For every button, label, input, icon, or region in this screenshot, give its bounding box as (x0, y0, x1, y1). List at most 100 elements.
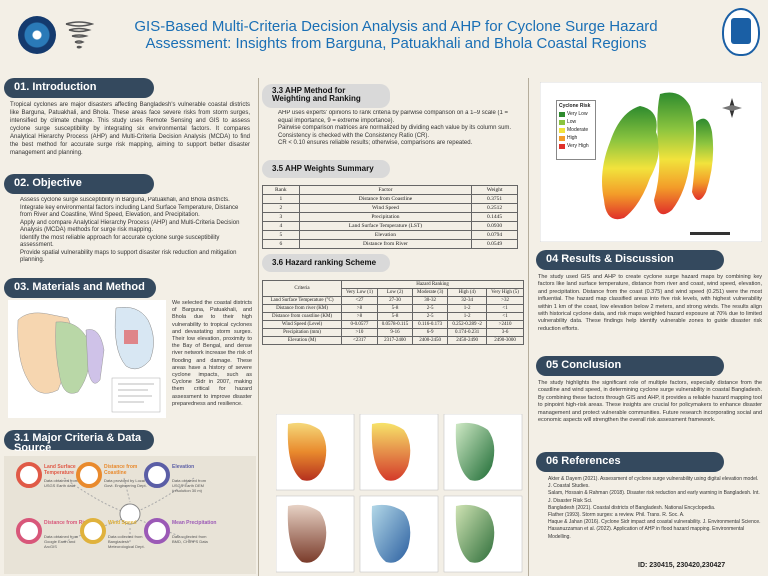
criteria-connector-lines (63, 477, 195, 543)
ahp-col-header: Weight (471, 185, 518, 195)
reference-item: Haque & Jahan (2016). Cyclone Sidr impac… (548, 519, 762, 526)
table-cell: Wind Speed (Level) (261, 320, 343, 329)
table-cell: 5 (262, 230, 300, 240)
materials-heading: 03. Materials and Method (4, 278, 156, 298)
table-cell: 0.116-0.173 (412, 320, 449, 329)
table-cell: <27 (341, 296, 378, 305)
factor-maps-grid (276, 414, 523, 573)
objective-heading: 02. Objective (4, 174, 154, 194)
title-line-2: Assessment: Insights from Barguna, Patua… (145, 35, 647, 52)
hazard-col-header: Low (2) (376, 288, 414, 297)
hazard-col-header: Very Low (1) (341, 288, 378, 297)
legend-row: Low (559, 119, 593, 125)
cyclone-logo-icon (18, 16, 56, 54)
conclusion-heading: 05 Conclusion (536, 356, 724, 376)
table-cell: Precipitation (298, 212, 473, 222)
table-cell: 4 (262, 221, 300, 231)
hazard-ranking-heading: 3.6 Hazard ranking Scheme (262, 254, 390, 272)
table-cell: Elevation (298, 230, 473, 240)
ahp-method-list: AHP uses experts' opinions to rank crite… (270, 110, 520, 156)
table-cell: >8 (341, 304, 378, 313)
title-line-1: GIS-Based Multi-Criteria Decision Analys… (134, 18, 658, 35)
results-body: The study used GIS and AHP to create cyc… (538, 274, 762, 332)
table-cell: 2 (262, 203, 300, 213)
table-row: 6 Distance from River 0.0549 (262, 239, 518, 249)
objective-item: Identify the most reliable approach for … (20, 235, 248, 250)
criteria-diagram: Land Surface Temperature Data obtained fr… (4, 456, 256, 574)
criteria-source: Data provided by Local Govt. Engineering… (104, 478, 147, 488)
ahp-method-item: AHP uses experts' opinions to rank crite… (278, 110, 520, 125)
table-cell: 0.0794 (471, 230, 518, 240)
table-cell: 1-2 (447, 304, 488, 313)
table-cell: >2410 (486, 320, 524, 329)
criteria-heading: 3.1 Major Criteria & Data Source (4, 430, 154, 454)
table-row: 2 Wind Speed 0.2512 (262, 203, 518, 213)
legend-swatch (559, 135, 565, 141)
table-cell: 2450-2490 (447, 336, 488, 345)
north-arrow-icon (722, 98, 742, 118)
table-cell: 0.2512 (471, 203, 518, 213)
table-cell: 5-8 (376, 312, 414, 321)
tornado-icon (65, 21, 94, 49)
table-cell: 2-5 (412, 312, 449, 321)
criteria-source: Data collected from Bangladesh Meteorolo… (108, 534, 145, 549)
cyclone-risk-map (540, 82, 762, 242)
ahp-method-heading: 3.3 AHP Method for Weighting and Ranking (262, 84, 390, 108)
table-cell: 0.0549 (471, 239, 518, 249)
table-cell: 1-2 (447, 312, 488, 321)
objective-item: Assess cyclone surge susceptibility in B… (20, 197, 248, 205)
university-logo-icon (722, 8, 760, 56)
legend-row: Very Low (559, 111, 593, 117)
table-cell: 27-30 (376, 296, 414, 305)
materials-body: We selected the coastal districts of Bar… (172, 300, 252, 407)
poster-title: GIS-Based Multi-Criteria Decision Analys… (96, 18, 696, 52)
hazard-ranking-table: Criteria Hazard Ranking Very Low (1) Low (… (261, 280, 524, 345)
conclusion-body: The study highlights the significant rol… (538, 380, 762, 424)
ahp-method-item: Pairwise comparison matrices are normali… (278, 125, 520, 133)
legend-label: Very Low (567, 111, 588, 117)
table-row: Precipitation (mm) >10 9-16 6-9 0.174-0.231 3… (261, 328, 524, 337)
table-cell: >8 (341, 312, 378, 321)
ahp-weights-table: Rank Factor Weight 1 Distance from Coastlin… (262, 185, 518, 249)
table-row: 4 Land Surface Temperature (LST) 0.0930 (262, 221, 518, 231)
legend-label: Low (567, 119, 577, 125)
table-cell: 6 (262, 239, 300, 249)
reference-item: Bangladesh (2021). Coastal districts of … (548, 505, 762, 512)
hazard-col-header: High (4) (447, 288, 488, 297)
table-cell: 0.174-0.231 (447, 328, 488, 337)
ahp-summary-heading: 3.5 AHP Weights Summary (262, 160, 390, 178)
legend-row: Very High (559, 143, 593, 149)
table-cell: Wind Speed (298, 203, 473, 213)
table-row: Distance from coastline (KM) >8 5-8 2-5 1-2 <… (261, 312, 524, 321)
student-ids: ID: 230415, 230420,230427 (638, 562, 726, 569)
legend-row: Moderate (559, 127, 593, 133)
table-row: Wind Speed (Level) 0-0.0577 0.0578-0.115 0.… (261, 320, 524, 329)
legend-label: Very High (567, 143, 589, 149)
objective-item: Apply and compare Analytical Hierarchy P… (20, 220, 248, 235)
table-cell: >32 (486, 296, 524, 305)
column-divider (528, 78, 529, 576)
legend-swatch (559, 111, 565, 117)
legend-title: Cyclone Risk (559, 103, 591, 109)
table-row: 5 Elevation 0.0794 (262, 230, 518, 240)
table-cell: 5-8 (376, 304, 414, 313)
results-heading: 04 Results & Discussion (536, 250, 724, 270)
criteria-label: Distance from Coastline (104, 464, 138, 476)
table-row: Land Surface Temperature (°C) <27 27-30 30-… (261, 296, 524, 305)
table-cell: Land Surface Temperature (LST) (298, 221, 473, 231)
risk-legend: Cyclone Risk Very Low Low Moderate High Very… (556, 100, 596, 160)
intro-heading: 01. Introduction (4, 78, 154, 98)
ahp-method-item: CR < 0.10 ensures reliable results; othe… (278, 140, 520, 148)
hazard-top-header: Hazard Ranking (341, 280, 524, 289)
reference-item: Hasanuzzaman et al. (2022). Application … (548, 526, 762, 540)
table-cell: 2317-2400 (376, 336, 414, 345)
criteria-label: Land Surface Temperature (44, 464, 76, 476)
hazard-col-header: Moderate (3) (412, 288, 449, 297)
criteria-node-icon (16, 462, 42, 488)
table-cell: 0.3751 (471, 194, 518, 204)
ahp-col-header: Rank (262, 185, 300, 195)
criteria-node-icon (144, 518, 170, 544)
legend-row: High (559, 135, 593, 141)
table-cell: 2400-2450 (412, 336, 449, 345)
table-cell: >10 (341, 328, 378, 337)
